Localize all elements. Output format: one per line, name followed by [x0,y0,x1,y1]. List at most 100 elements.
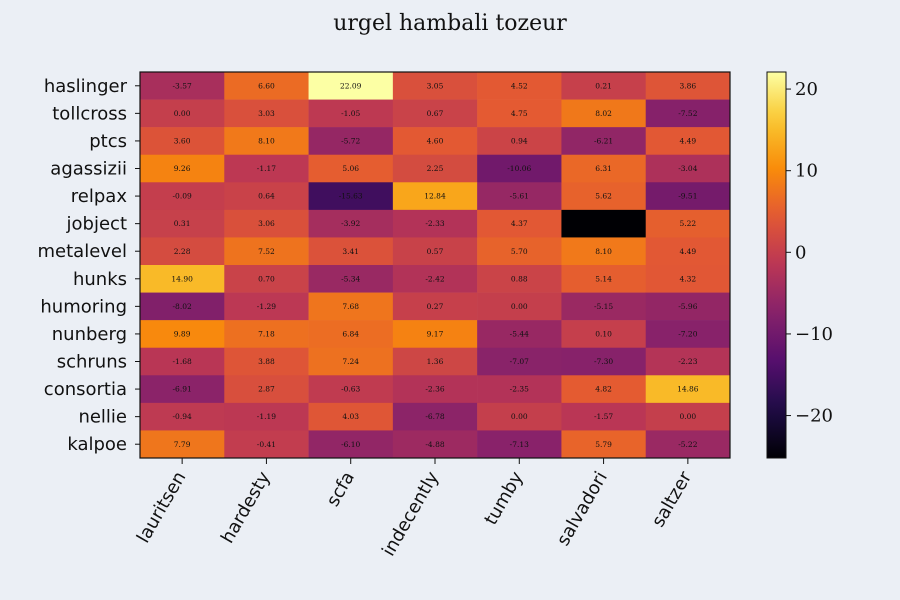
row-label: nunberg [52,324,127,345]
heatmap-cell [392,265,478,293]
cell-value: 6.60 [258,81,275,90]
heatmap-cell [140,182,225,211]
heatmap-cell [308,72,394,100]
heatmap-cell [645,182,731,211]
colorbar-tick-label: 20 [795,79,818,100]
cell-value: -0.94 [173,412,192,421]
heatmap-cells [140,72,731,459]
heatmap-cell [561,99,647,128]
cell-value: -1.17 [257,164,276,173]
cell-value: 0.00 [511,412,528,421]
heatmap-cell [224,292,309,321]
colorbar-ticks: 20 10 0 −10 −20 [786,79,833,427]
cell-value: 22.09 [340,81,362,90]
heatmap-cell [645,347,731,376]
heatmap-cell [477,347,562,376]
row-label: hunks [73,269,127,290]
heatmap-cell [645,375,731,404]
heatmap-cell [308,402,394,431]
heatmap-cell [140,292,225,321]
heatmap-cell [308,237,394,266]
column-label: hardesty [217,468,275,547]
heatmap-cell [561,72,647,100]
heatmap-cell [308,430,394,459]
cell-value: -5.61 [510,192,529,201]
cell-value: 14.86 [677,385,699,394]
heatmap-cell [308,209,394,238]
colorbar-tick-label: −20 [795,406,833,427]
heatmap-cell [308,99,394,128]
heatmap-cell [561,320,647,349]
heatmap-cell [392,237,478,266]
heatmap-cell [561,154,647,183]
heatmap-cell [645,265,731,293]
cell-value: 0.70 [258,274,275,283]
cell-value: -7.52 [678,109,697,118]
heatmap-cell [477,209,562,238]
cell-value: 0.88 [511,274,528,283]
colorbar-tick-label: −10 [795,324,833,345]
column-label: saltzer [648,467,697,530]
heatmap-cell [392,430,478,459]
cell-value: -5.72 [341,137,360,146]
cell-value: 0.00 [680,412,697,421]
heatmap-cell [224,127,309,156]
heatmap-cell [392,320,478,349]
cell-value: 8.10 [595,247,612,256]
colorbar-tick-label: 10 [795,161,818,182]
cell-value: 14.90 [171,274,193,283]
cell-value: -7.13 [510,440,529,449]
row-label: schruns [57,352,127,373]
cell-value: -5.96 [678,302,697,311]
heatmap-cell [645,72,731,100]
cell-value: -2.23 [678,357,697,366]
heatmap-cell [477,237,562,266]
cell-value: 8.10 [258,137,275,146]
column-label: salvadori [553,468,612,549]
cell-value: -9.51 [678,192,697,201]
cell-value: -7.20 [678,330,697,339]
heatmap-cell [224,154,309,183]
heatmap-cell [140,154,225,183]
cell-value: -5.44 [510,330,529,339]
column-label: tumby [480,468,527,529]
cell-value: 4.82 [595,385,612,394]
cell-value: 5.14 [595,274,612,283]
heatmap-cell [645,237,731,266]
cell-value: -4.88 [425,440,444,449]
cell-value: 3.06 [258,219,275,228]
heatmap-cell [561,375,647,404]
cell-value: 8.02 [595,109,612,118]
row-label: nellie [78,407,127,428]
heatmap-cell [308,265,394,293]
cell-value: 1.36 [427,357,444,366]
cell-value: -0.09 [173,192,192,201]
heatmap-cell [645,154,731,183]
cell-value: 5.70 [511,247,528,256]
heatmap-cell [477,292,562,321]
cell-value: 3.88 [258,357,275,366]
cell-value: -5.22 [678,440,697,449]
cell-value: -10.06 [507,164,531,173]
cell-value: 5.06 [342,164,359,173]
heatmap-cell [308,375,394,404]
cell-value: -6.10 [341,440,360,449]
cell-value: -8.02 [173,302,192,311]
heatmap-cell [140,402,225,431]
heatmap-cell [224,402,309,431]
cell-value: 3.60 [174,137,191,146]
cell-value: 3.86 [680,81,697,90]
row-label: jobject [66,214,127,235]
cell-value: 12.84 [424,192,446,201]
colorbar [766,71,787,459]
heatmap-cell [224,320,309,349]
cell-value: 4.32 [680,274,697,283]
heatmap-cell [392,182,478,211]
heatmap-cell [308,320,394,349]
cell-value: -6.91 [173,385,192,394]
cell-value: -1.68 [173,357,192,366]
heatmap-cell [140,237,225,266]
cell-value: 0.27 [427,302,444,311]
heatmap-cell [308,182,394,211]
heatmap-cell [308,154,394,183]
